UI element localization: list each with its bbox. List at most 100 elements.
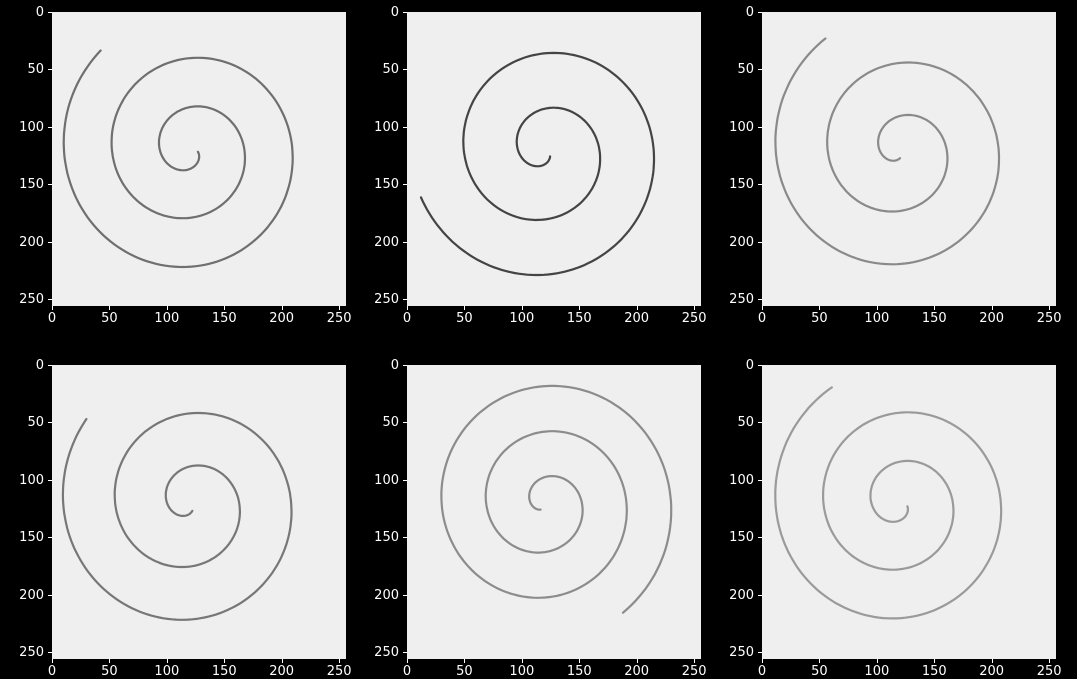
x-tick-mark: [109, 659, 111, 663]
x-tick-mark: [109, 306, 111, 310]
y-tick-label: 150: [729, 177, 754, 193]
x-tick-label: 250: [681, 664, 707, 679]
x-tick-mark: [166, 306, 168, 310]
spiral-line-3: [774, 37, 1001, 266]
y-tick-mark: [403, 365, 407, 366]
x-tick-mark: [579, 306, 581, 310]
x-tick-label: 250: [326, 664, 352, 679]
y-tick-label: 100: [19, 472, 44, 488]
y-tick-label: 250: [19, 645, 44, 661]
x-tick-label: 50: [811, 664, 828, 679]
y-tick-label: 50: [382, 62, 399, 78]
y-tick-label: 50: [27, 62, 44, 78]
x-tick-mark: [694, 306, 696, 310]
y-tick-mark: [48, 12, 52, 13]
y-tick-mark: [48, 537, 52, 539]
y-tick-mark: [758, 422, 762, 424]
x-tick-mark: [1049, 659, 1051, 663]
y-tick-label: 250: [374, 292, 399, 308]
x-tick-mark: [636, 306, 638, 310]
y-tick-label: 150: [374, 177, 399, 193]
x-tick-mark: [1049, 306, 1051, 310]
x-tick-mark: [579, 659, 581, 663]
x-tick-mark: [694, 659, 696, 663]
x-tick-mark: [762, 306, 763, 310]
x-tick-mark: [52, 306, 53, 310]
y-tick-label: 250: [19, 292, 44, 308]
y-tick-label: 200: [19, 234, 44, 250]
image-panel-2: [407, 12, 701, 306]
y-tick-label: 50: [27, 415, 44, 431]
x-tick-label: 0: [402, 311, 412, 326]
y-tick-mark: [48, 479, 52, 481]
paper-background: [762, 365, 1056, 659]
y-tick-mark: [48, 69, 52, 71]
spiral-drawing-5: [407, 365, 701, 659]
y-tick-mark: [758, 652, 762, 654]
y-tick-label: 200: [729, 234, 754, 250]
x-tick-mark: [819, 306, 821, 310]
image-panel-1: [52, 12, 346, 306]
spiral-line-4: [61, 411, 293, 621]
x-tick-mark: [934, 306, 936, 310]
x-tick-mark: [281, 306, 283, 310]
y-tick-mark: [758, 365, 762, 366]
x-tick-label: 150: [566, 664, 592, 679]
image-panel-4: [52, 365, 346, 659]
x-tick-label: 250: [1036, 311, 1062, 326]
y-tick-mark: [403, 537, 407, 539]
x-tick-label: 200: [979, 664, 1005, 679]
y-tick-mark: [48, 184, 52, 186]
y-tick-label: 0: [745, 358, 754, 373]
x-tick-label: 200: [624, 311, 650, 326]
x-tick-label: 0: [47, 664, 57, 679]
y-tick-mark: [403, 479, 407, 481]
x-tick-mark: [407, 306, 408, 310]
y-tick-label: 100: [729, 119, 754, 135]
y-tick-mark: [758, 479, 762, 481]
x-tick-mark: [819, 659, 821, 663]
x-tick-label: 50: [456, 664, 473, 679]
x-tick-label: 200: [269, 311, 295, 326]
x-tick-mark: [521, 659, 523, 663]
y-tick-label: 200: [729, 587, 754, 603]
y-tick-mark: [48, 594, 52, 596]
x-tick-mark: [876, 306, 878, 310]
y-tick-label: 200: [374, 587, 399, 603]
x-tick-mark: [166, 659, 168, 663]
spiral-drawing-2: [407, 12, 701, 306]
x-tick-mark: [464, 306, 466, 310]
y-tick-mark: [758, 184, 762, 186]
y-tick-label: 0: [390, 358, 399, 373]
x-tick-mark: [934, 659, 936, 663]
y-tick-mark: [758, 594, 762, 596]
x-tick-label: 200: [269, 664, 295, 679]
y-tick-label: 0: [390, 5, 399, 20]
y-tick-label: 50: [382, 415, 399, 431]
y-tick-mark: [48, 365, 52, 366]
x-tick-mark: [224, 306, 226, 310]
x-tick-label: 250: [1036, 664, 1062, 679]
x-tick-label: 250: [326, 311, 352, 326]
y-tick-mark: [758, 126, 762, 128]
y-tick-mark: [403, 594, 407, 596]
paper-background: [762, 12, 1056, 306]
spiral-line-2: [419, 51, 656, 277]
x-tick-label: 100: [154, 311, 180, 326]
y-tick-label: 100: [729, 472, 754, 488]
y-tick-mark: [758, 241, 762, 243]
x-tick-label: 150: [211, 664, 237, 679]
y-tick-mark: [403, 422, 407, 424]
y-tick-label: 150: [374, 530, 399, 546]
y-tick-label: 200: [19, 587, 44, 603]
y-tick-label: 100: [19, 119, 44, 135]
x-tick-label: 50: [811, 311, 828, 326]
paper-background: [52, 365, 346, 659]
x-tick-label: 100: [509, 311, 535, 326]
y-tick-mark: [48, 422, 52, 424]
y-tick-mark: [403, 184, 407, 186]
y-tick-label: 250: [374, 645, 399, 661]
x-tick-label: 250: [681, 311, 707, 326]
spiral-drawing-1: [52, 12, 346, 306]
